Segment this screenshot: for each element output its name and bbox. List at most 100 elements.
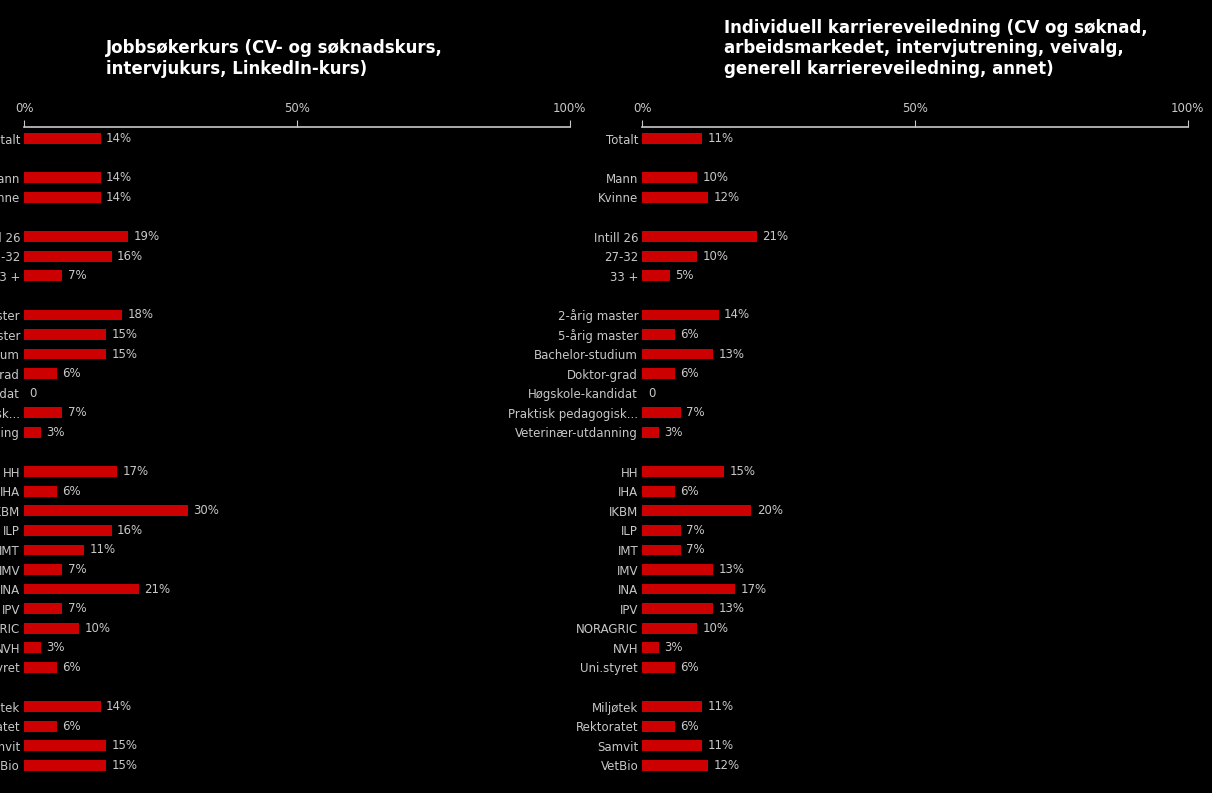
Bar: [24, 251, 112, 262]
Text: 13%: 13%: [719, 347, 744, 361]
Bar: [24, 505, 188, 516]
Bar: [24, 662, 57, 672]
Text: 7%: 7%: [686, 406, 704, 419]
Text: 12%: 12%: [713, 759, 739, 772]
Bar: [24, 545, 85, 555]
Bar: [24, 192, 101, 203]
Bar: [642, 486, 675, 496]
Text: 14%: 14%: [107, 171, 132, 184]
Bar: [642, 760, 708, 771]
Bar: [642, 623, 697, 634]
Text: 3%: 3%: [664, 642, 682, 654]
Bar: [24, 486, 57, 496]
Text: 6%: 6%: [63, 661, 81, 674]
Bar: [642, 662, 675, 672]
Text: 15%: 15%: [112, 347, 137, 361]
Bar: [642, 232, 756, 242]
Bar: [642, 368, 675, 379]
Bar: [642, 427, 659, 438]
Bar: [642, 309, 719, 320]
Bar: [24, 329, 107, 340]
Bar: [642, 329, 675, 340]
Bar: [24, 309, 122, 320]
Bar: [642, 349, 713, 359]
Text: 3%: 3%: [664, 426, 682, 439]
Bar: [642, 525, 681, 536]
Bar: [642, 564, 713, 575]
Text: 6%: 6%: [681, 367, 699, 380]
Text: 10%: 10%: [85, 622, 110, 634]
Text: 14%: 14%: [725, 308, 750, 321]
Text: 7%: 7%: [68, 563, 86, 576]
Text: 11%: 11%: [90, 543, 116, 557]
Bar: [642, 642, 659, 653]
Bar: [24, 232, 127, 242]
Bar: [642, 133, 703, 144]
Bar: [642, 701, 703, 712]
Text: 7%: 7%: [68, 406, 86, 419]
Text: 13%: 13%: [719, 602, 744, 615]
Text: 11%: 11%: [708, 700, 734, 713]
Bar: [642, 584, 734, 595]
Bar: [642, 408, 681, 418]
Text: 10%: 10%: [703, 622, 728, 634]
Text: 10%: 10%: [703, 250, 728, 262]
Bar: [24, 760, 107, 771]
Text: 11%: 11%: [708, 739, 734, 753]
Text: 15%: 15%: [112, 328, 137, 341]
Bar: [24, 270, 63, 282]
Text: 14%: 14%: [107, 700, 132, 713]
Bar: [642, 466, 725, 477]
Text: 0: 0: [647, 387, 656, 400]
Bar: [642, 270, 669, 282]
Bar: [642, 505, 751, 516]
Text: 20%: 20%: [756, 504, 783, 517]
Text: 14%: 14%: [107, 132, 132, 145]
Text: 6%: 6%: [681, 720, 699, 733]
Bar: [24, 525, 112, 536]
Bar: [24, 368, 57, 379]
Bar: [24, 427, 41, 438]
Text: 15%: 15%: [112, 759, 137, 772]
Text: 7%: 7%: [68, 270, 86, 282]
Text: 21%: 21%: [144, 583, 171, 596]
Bar: [24, 466, 116, 477]
Bar: [642, 251, 697, 262]
Text: 30%: 30%: [194, 504, 219, 517]
Text: Jobbsøkerkurs (CV- og søknadskurs,
intervjukurs, LinkedIn-kurs): Jobbsøkerkurs (CV- og søknadskurs, inter…: [105, 40, 442, 79]
Text: 6%: 6%: [681, 328, 699, 341]
Bar: [24, 701, 101, 712]
Text: Individuell karriereveiledning (CV og søknad,
arbeidsmarkedet, intervjutrening, : Individuell karriereveiledning (CV og sø…: [724, 19, 1148, 79]
Text: 6%: 6%: [63, 485, 81, 498]
Bar: [642, 603, 713, 614]
Text: 7%: 7%: [68, 602, 86, 615]
Text: 15%: 15%: [730, 465, 755, 478]
Bar: [24, 721, 57, 732]
Text: 21%: 21%: [762, 230, 789, 243]
Text: 19%: 19%: [133, 230, 160, 243]
Bar: [24, 349, 107, 359]
Text: 6%: 6%: [681, 485, 699, 498]
Text: 16%: 16%: [116, 250, 143, 262]
Text: 13%: 13%: [719, 563, 744, 576]
Text: 6%: 6%: [681, 661, 699, 674]
Bar: [24, 584, 138, 595]
Bar: [24, 642, 41, 653]
Text: 6%: 6%: [63, 720, 81, 733]
Text: 12%: 12%: [713, 191, 739, 204]
Text: 0: 0: [29, 387, 38, 400]
Text: 3%: 3%: [46, 426, 64, 439]
Text: 17%: 17%: [122, 465, 149, 478]
Bar: [24, 603, 63, 614]
Text: 15%: 15%: [112, 739, 137, 753]
Text: 6%: 6%: [63, 367, 81, 380]
Text: 3%: 3%: [46, 642, 64, 654]
Bar: [24, 564, 63, 575]
Bar: [24, 741, 107, 751]
Text: 5%: 5%: [675, 270, 693, 282]
Text: 11%: 11%: [708, 132, 734, 145]
Text: 16%: 16%: [116, 524, 143, 537]
Bar: [642, 741, 703, 751]
Text: 18%: 18%: [127, 308, 154, 321]
Bar: [24, 172, 101, 183]
